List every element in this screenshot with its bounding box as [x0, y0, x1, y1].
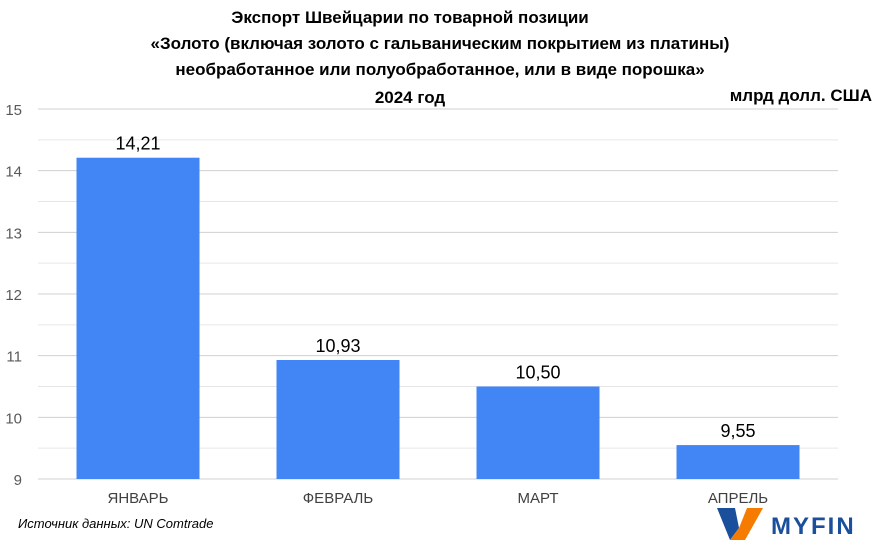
data-label: 10,50 [515, 363, 560, 383]
y-tick-label: 15 [5, 102, 22, 119]
data-label: 14,21 [115, 134, 160, 154]
chart-title-line-1: Экспорт Швейцарии по товарной позиции [231, 8, 589, 27]
x-tick-label: АПРЕЛЬ [708, 490, 768, 507]
x-tick-label: МАРТ [518, 490, 559, 507]
chart-title-line-3: необработанное или полуобработанное, или… [175, 60, 705, 79]
logo-text: MYFIN [771, 513, 856, 540]
data-label: 9,55 [720, 421, 755, 441]
myfin-logo: MYFIN [717, 506, 877, 542]
y-tick-label: 14 [5, 164, 22, 181]
data-label: 10,93 [315, 336, 360, 356]
y-tick-label: 12 [5, 287, 22, 304]
bar [76, 157, 200, 479]
x-tick-label: ЯНВАРЬ [107, 490, 168, 507]
y-tick-label: 10 [5, 410, 22, 427]
y-tick-label: 11 [6, 349, 22, 366]
bar [676, 445, 800, 479]
source-note: Источник данных: UN Comtrade [18, 516, 214, 531]
bar [476, 386, 600, 479]
chart-title-line-4: 2024 год [374, 88, 446, 107]
y-tick-label: 13 [5, 225, 22, 242]
chart-title-line-2: «Золото (включая золото с гальваническим… [150, 34, 730, 53]
y-tick-label: 9 [14, 472, 22, 489]
x-tick-label: ФЕВРАЛЬ [303, 490, 374, 507]
unit-label: млрд долл. США [729, 86, 872, 105]
bar [276, 359, 400, 479]
